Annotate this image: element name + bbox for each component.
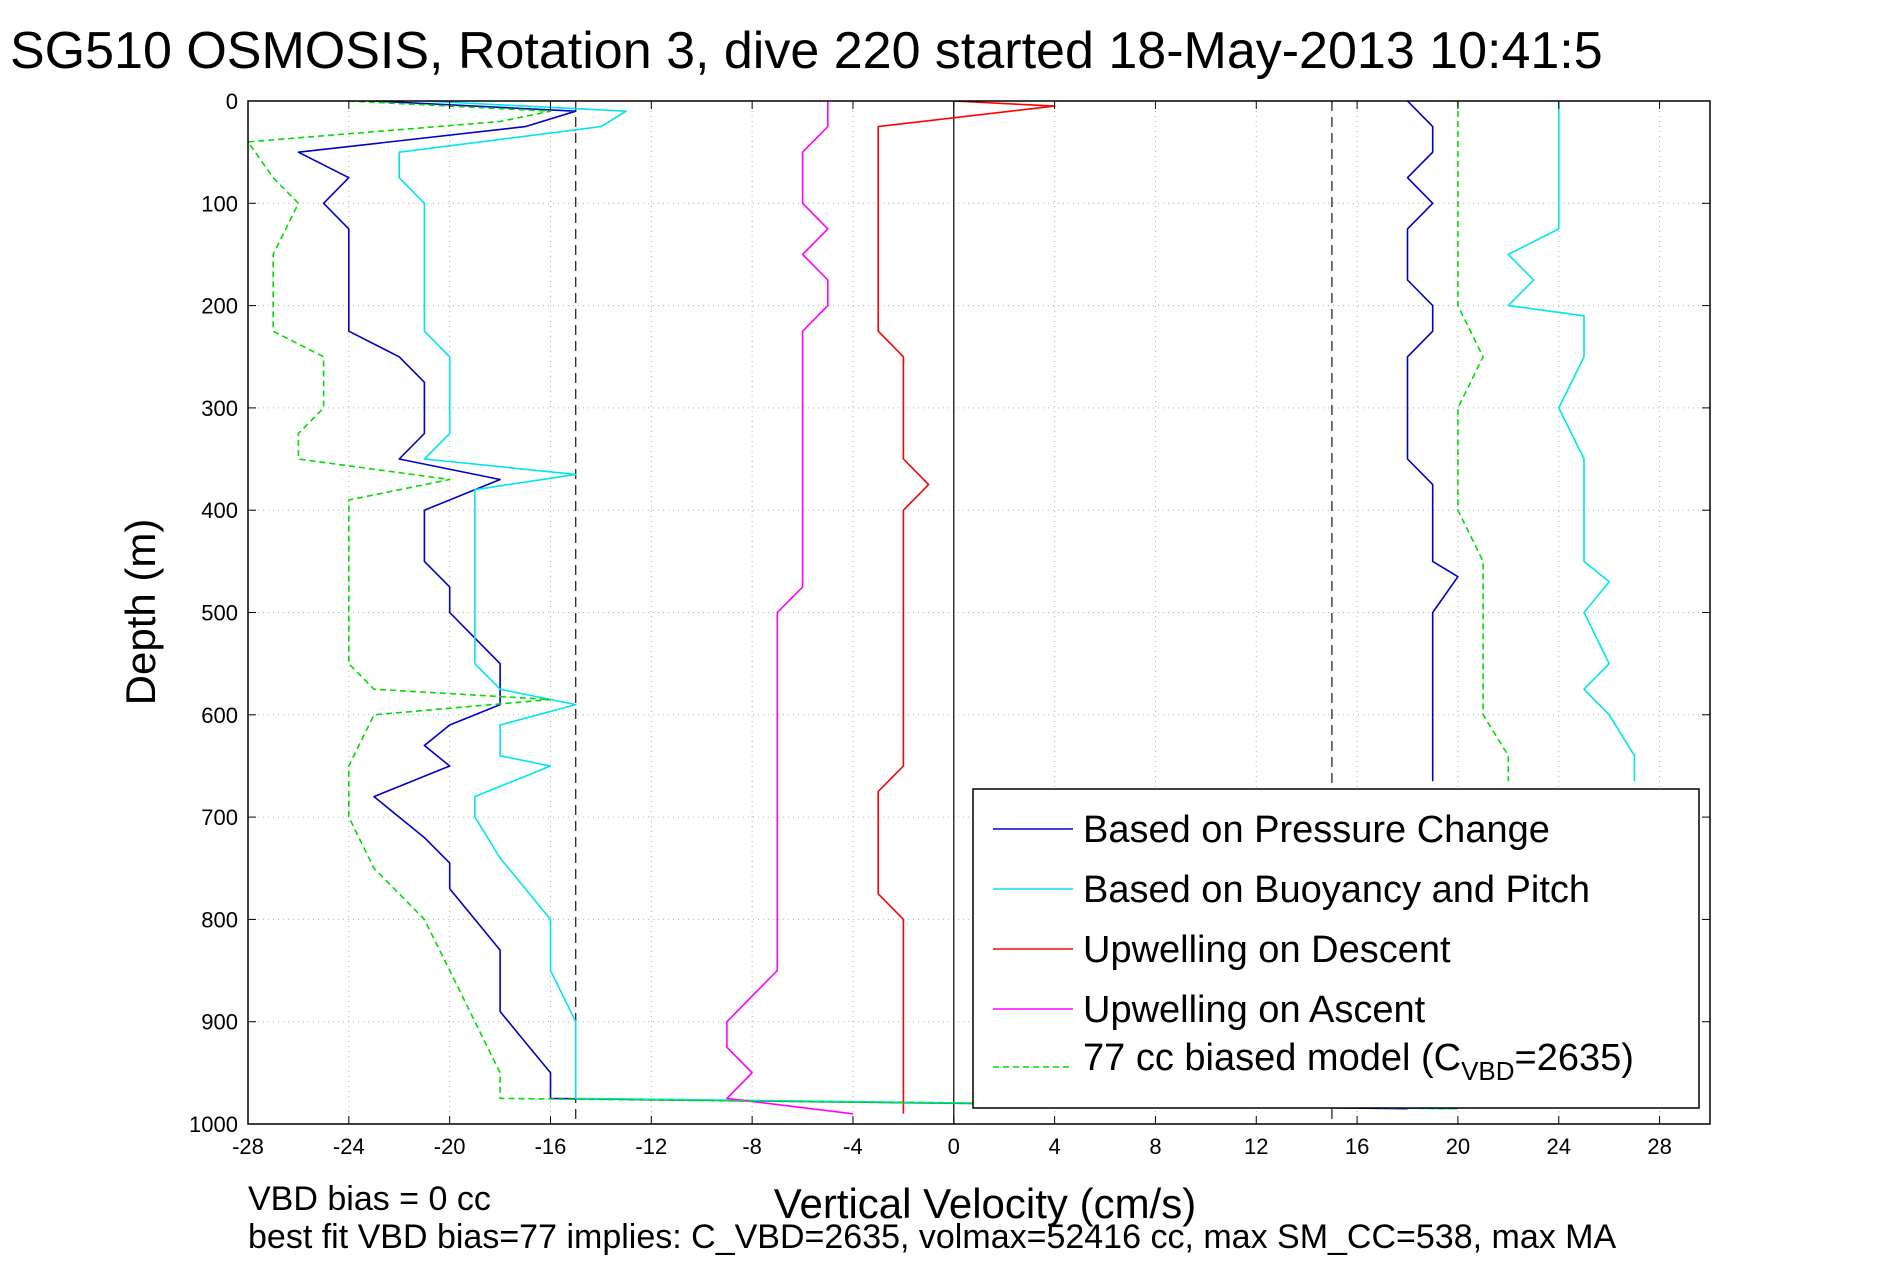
legend-item: Based on Pressure Change (993, 809, 1550, 851)
x-tick-label: -12 (635, 1134, 667, 1159)
legend-label: Upwelling on Ascent (1083, 989, 1426, 1031)
x-tick-label: -20 (434, 1134, 466, 1159)
legend-label-model: 77 cc biased model (CVBD=2635) (1083, 1037, 1634, 1086)
legend-label: Based on Buoyancy and Pitch (1083, 869, 1590, 911)
y-tick-label: 0 (226, 89, 238, 114)
x-tick-label: 20 (1446, 1134, 1470, 1159)
x-tick-label: 8 (1149, 1134, 1161, 1159)
x-axis-label: Vertical Velocity (cm/s) (774, 1180, 1196, 1227)
legend-item: Based on Buoyancy and Pitch (993, 869, 1590, 911)
note-vbd-bias: VBD bias = 0 cc (248, 1180, 491, 1218)
y-axis-label: Depth (m) (117, 519, 164, 706)
x-tick-label: 12 (1244, 1134, 1268, 1159)
series-line-4-ascent (1457, 101, 1510, 782)
x-tick-label: -28 (232, 1134, 264, 1159)
y-tick-label: 300 (201, 396, 238, 421)
series-line-4-descent (248, 101, 1458, 1110)
series-line-1-descent (398, 101, 1458, 1110)
series-line-1-ascent (1507, 101, 1636, 782)
legend: Based on Pressure Change Based on Buoyanc… (972, 788, 1700, 1109)
y-tick-label: 500 (201, 601, 238, 626)
x-tick-label: -24 (333, 1134, 365, 1159)
y-tick-label: 600 (201, 703, 238, 728)
legend-item-model: 77 cc biased model (CVBD=2635) (993, 1037, 1634, 1086)
y-tick-label: 100 (201, 191, 238, 216)
y-tick-label: 200 (201, 294, 238, 319)
x-tick-label: -4 (843, 1134, 863, 1159)
y-tick-label: 700 (201, 805, 238, 830)
series-layer (248, 101, 1636, 1115)
x-tick-label: 16 (1345, 1134, 1369, 1159)
x-tick-label: -16 (535, 1134, 567, 1159)
y-tick-label: 1000 (189, 1112, 238, 1137)
x-tick-label: 24 (1547, 1134, 1571, 1159)
series-line-3-descent (726, 101, 854, 1115)
series-line-2-descent (877, 101, 1056, 1114)
series-line-0-descent (297, 101, 1408, 1110)
y-tick-label: 800 (201, 907, 238, 932)
legend-box (972, 788, 1700, 1109)
legend-item: Upwelling on Ascent (993, 989, 1426, 1031)
legend-item: Upwelling on Descent (993, 929, 1451, 971)
chart-title: SG510 OSMOSIS, Rotation 3, dive 220 star… (10, 22, 1603, 80)
note-best-fit: best fit VBD bias=77 implies: C_VBD=2635… (248, 1218, 1617, 1256)
x-tick-label: 28 (1647, 1134, 1671, 1159)
x-tick-label: -8 (742, 1134, 762, 1159)
legend-label: Based on Pressure Change (1083, 809, 1550, 851)
series-line-0-ascent (1406, 101, 1459, 782)
x-tick-label: 4 (1048, 1134, 1060, 1159)
y-tick-label: 900 (201, 1010, 238, 1035)
legend-label: Upwelling on Descent (1083, 929, 1451, 971)
y-tick-label: 400 (201, 498, 238, 523)
ticks: -28 -24 -20 -16 -12 -8 -4 0 4 8 12 16 20 24 28 0 100 200 3… (189, 89, 1710, 1159)
x-tick-label: 0 (948, 1134, 960, 1159)
